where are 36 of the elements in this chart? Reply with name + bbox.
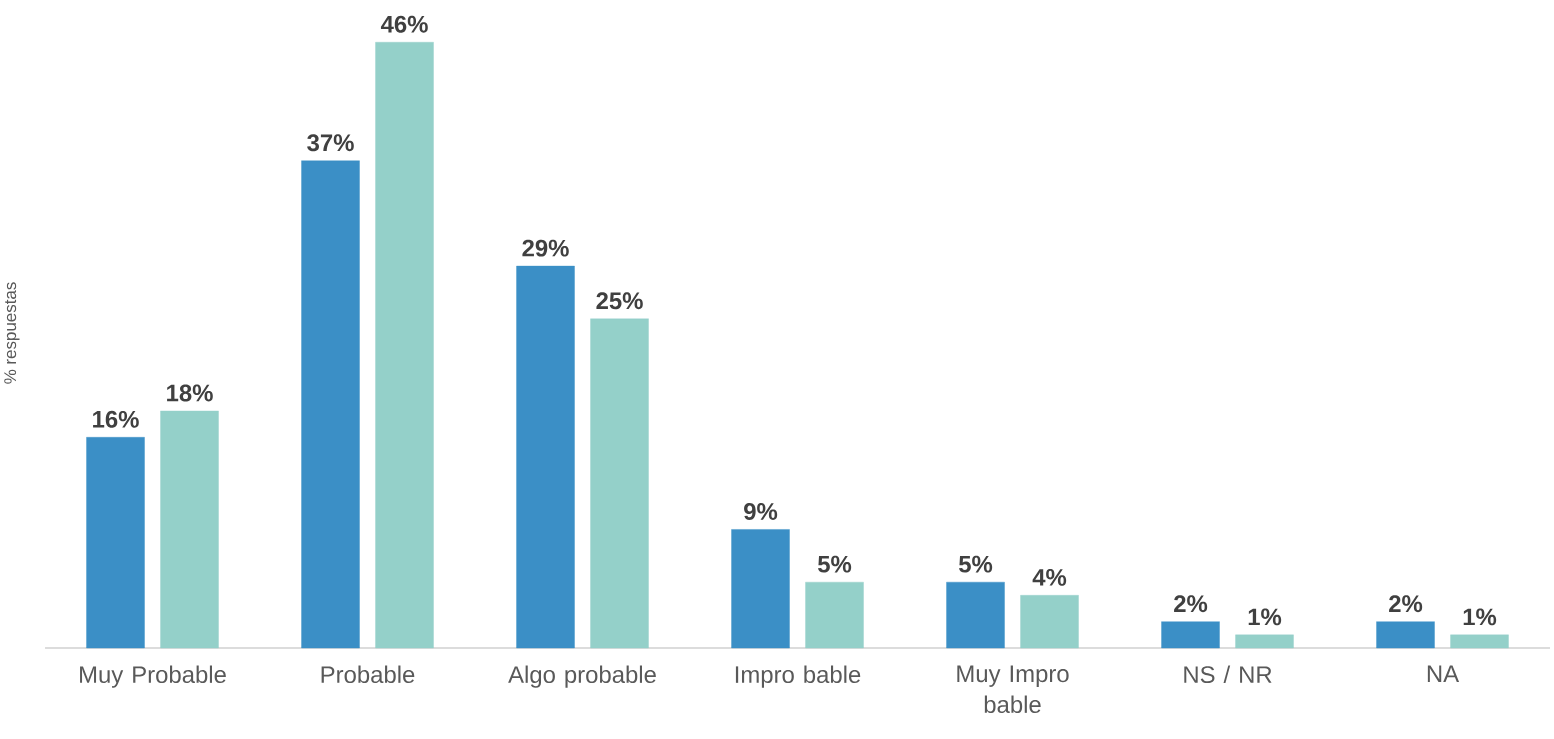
data-label: 5%	[817, 555, 852, 573]
data-label: 2%	[1389, 595, 1423, 613]
bar	[516, 265, 575, 649]
data-label: 2%	[1174, 595, 1208, 613]
data-label: 25%	[596, 292, 643, 310]
data-label: 37%	[307, 134, 354, 152]
bar	[301, 160, 360, 649]
bar	[1376, 621, 1435, 649]
data-label: 4%	[1032, 568, 1067, 586]
x-tick-label: NA	[1427, 665, 1460, 682]
data-label: 18%	[167, 384, 213, 402]
bar	[946, 581, 1005, 649]
x-tick-label: NS / NR	[1184, 665, 1272, 684]
bar	[1450, 634, 1509, 649]
bar	[1235, 634, 1294, 649]
bar	[1020, 595, 1079, 649]
bar	[731, 529, 790, 649]
x-tick-label: Impro bable	[735, 665, 861, 688]
bar	[590, 318, 649, 649]
data-label: 1%	[1248, 608, 1282, 626]
data-label: 16%	[93, 410, 139, 428]
x-tick-label: Muy Impro bable	[957, 665, 1069, 714]
bar	[375, 42, 434, 649]
bar	[86, 437, 145, 649]
bar	[1161, 621, 1220, 649]
x-tick-label: Algo probable	[508, 665, 656, 688]
x-tick-label: Muy Probable	[80, 665, 226, 688]
data-label: 5%	[958, 555, 993, 573]
x-tick-label: Probable	[321, 665, 415, 684]
y-axis-title: % respuestas	[4, 282, 20, 384]
data-label: 46%	[380, 15, 428, 33]
data-label: 29%	[522, 239, 569, 257]
data-label: 1%	[1463, 608, 1497, 626]
data-label: 9%	[744, 503, 778, 520]
bar	[160, 410, 219, 649]
bar	[805, 581, 864, 649]
